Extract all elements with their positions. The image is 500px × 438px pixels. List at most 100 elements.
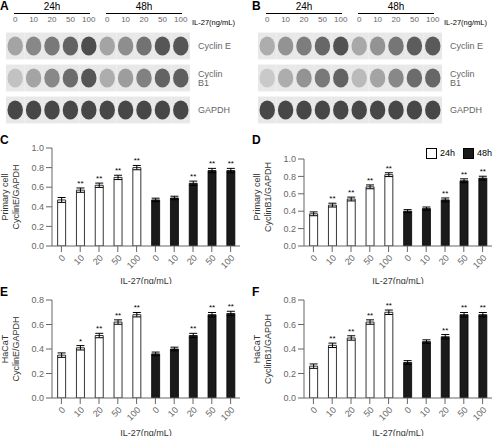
svg-text:0.0: 0.0 — [283, 393, 296, 403]
svg-text:0.8: 0.8 — [31, 295, 44, 305]
svg-text:20: 20 — [343, 253, 357, 267]
svg-text:IL-27(ng/mL): IL-27(ng/mL) — [120, 276, 172, 284]
svg-text:0: 0 — [57, 253, 68, 264]
svg-text:IL-27(ng/mL): IL-27(ng/mL) — [120, 428, 172, 436]
svg-text:0.4: 0.4 — [31, 344, 44, 354]
svg-text:20: 20 — [185, 405, 199, 419]
svg-text:0.2: 0.2 — [31, 369, 44, 379]
svg-text:Cyclin E: Cyclin E — [450, 41, 483, 51]
svg-text:100: 100 — [219, 405, 237, 423]
svg-text:20: 20 — [48, 15, 57, 24]
svg-text:0.6: 0.6 — [31, 320, 44, 330]
svg-text:**: ** — [115, 166, 121, 175]
svg-text:CyclinB1: CyclinB1 — [450, 69, 475, 88]
svg-text:0: 0 — [403, 405, 414, 416]
svg-text:0: 0 — [13, 15, 18, 24]
svg-text:**: ** — [442, 326, 448, 335]
svg-text:0.6: 0.6 — [31, 182, 44, 192]
svg-text:**: ** — [209, 159, 215, 168]
svg-text:100: 100 — [426, 15, 440, 24]
svg-text:IL-27(ng/mL): IL-27(ng/mL) — [372, 276, 424, 284]
svg-text:50: 50 — [110, 253, 124, 267]
svg-text:10: 10 — [373, 15, 382, 24]
svg-text:100: 100 — [471, 253, 489, 271]
svg-text:50: 50 — [318, 15, 327, 24]
svg-text:**: ** — [348, 327, 354, 336]
svg-text:**: ** — [228, 302, 234, 311]
svg-text:0: 0 — [151, 405, 162, 416]
svg-text:10: 10 — [166, 253, 180, 267]
svg-text:**: ** — [461, 170, 467, 179]
svg-text:100: 100 — [377, 253, 395, 271]
svg-text:**: ** — [348, 188, 354, 197]
svg-text:50: 50 — [362, 405, 376, 419]
svg-text:0: 0 — [403, 253, 414, 264]
svg-text:0.4: 0.4 — [283, 344, 296, 354]
svg-text:1.0: 1.0 — [31, 143, 44, 153]
svg-text:0.6: 0.6 — [283, 189, 296, 199]
svg-text:**: ** — [442, 189, 448, 198]
svg-text:50: 50 — [410, 15, 419, 24]
svg-text:10: 10 — [166, 405, 180, 419]
svg-text:10: 10 — [72, 253, 86, 267]
svg-text:100: 100 — [125, 253, 143, 271]
svg-text:0.4: 0.4 — [283, 206, 296, 216]
svg-text:0.2: 0.2 — [31, 222, 44, 232]
svg-text:**: ** — [367, 176, 373, 185]
svg-text:**: ** — [461, 303, 467, 312]
svg-text:**: ** — [386, 164, 392, 173]
svg-text:0: 0 — [357, 15, 362, 24]
svg-text:50: 50 — [110, 405, 124, 419]
svg-text:50: 50 — [456, 405, 470, 419]
svg-text:0.0: 0.0 — [283, 241, 296, 251]
svg-text:**: ** — [386, 301, 392, 310]
svg-text:IL-27(ng/mL): IL-27(ng/mL) — [372, 428, 424, 436]
svg-text:20: 20 — [300, 15, 309, 24]
svg-text:20: 20 — [437, 405, 451, 419]
svg-text:100: 100 — [334, 15, 348, 24]
svg-text:0.0: 0.0 — [31, 393, 44, 403]
svg-text:**: ** — [480, 167, 486, 176]
svg-text:*: * — [79, 337, 82, 346]
svg-text:0: 0 — [151, 253, 162, 264]
svg-text:20: 20 — [140, 15, 149, 24]
svg-text:100: 100 — [82, 15, 96, 24]
svg-text:0.8: 0.8 — [31, 163, 44, 173]
svg-text:100: 100 — [174, 15, 188, 24]
svg-text:20: 20 — [185, 253, 199, 267]
svg-text:100: 100 — [125, 405, 143, 423]
svg-text:GAPDH: GAPDH — [450, 105, 482, 115]
svg-text:0.2: 0.2 — [283, 224, 296, 234]
svg-text:**: ** — [190, 172, 196, 181]
svg-text:**: ** — [96, 174, 102, 183]
svg-text:**: ** — [115, 311, 121, 320]
svg-text:Cyclin E: Cyclin E — [198, 41, 231, 51]
svg-text:**: ** — [228, 159, 234, 168]
svg-text:20: 20 — [343, 405, 357, 419]
svg-text:**: ** — [329, 194, 335, 203]
svg-text:0.8: 0.8 — [283, 295, 296, 305]
svg-text:0: 0 — [265, 15, 270, 24]
svg-text:1.0: 1.0 — [283, 154, 296, 164]
svg-text:0: 0 — [105, 15, 110, 24]
svg-text:**: ** — [134, 303, 140, 312]
svg-text:10: 10 — [418, 405, 432, 419]
svg-text:10: 10 — [29, 15, 38, 24]
svg-text:0.8: 0.8 — [283, 172, 296, 182]
svg-text:10: 10 — [324, 253, 338, 267]
svg-text:10: 10 — [418, 253, 432, 267]
svg-text:**: ** — [480, 303, 486, 312]
svg-text:**: ** — [329, 334, 335, 343]
svg-text:0.4: 0.4 — [31, 202, 44, 212]
svg-text:20: 20 — [91, 405, 105, 419]
svg-text:20: 20 — [437, 253, 451, 267]
svg-text:10: 10 — [121, 15, 130, 24]
svg-text:**: ** — [77, 179, 83, 188]
svg-text:20: 20 — [392, 15, 401, 24]
svg-text:20: 20 — [91, 253, 105, 267]
svg-text:0.6: 0.6 — [283, 320, 296, 330]
svg-text:0: 0 — [309, 405, 320, 416]
svg-text:**: ** — [134, 156, 140, 165]
svg-text:0: 0 — [309, 253, 320, 264]
svg-text:100: 100 — [471, 405, 489, 423]
